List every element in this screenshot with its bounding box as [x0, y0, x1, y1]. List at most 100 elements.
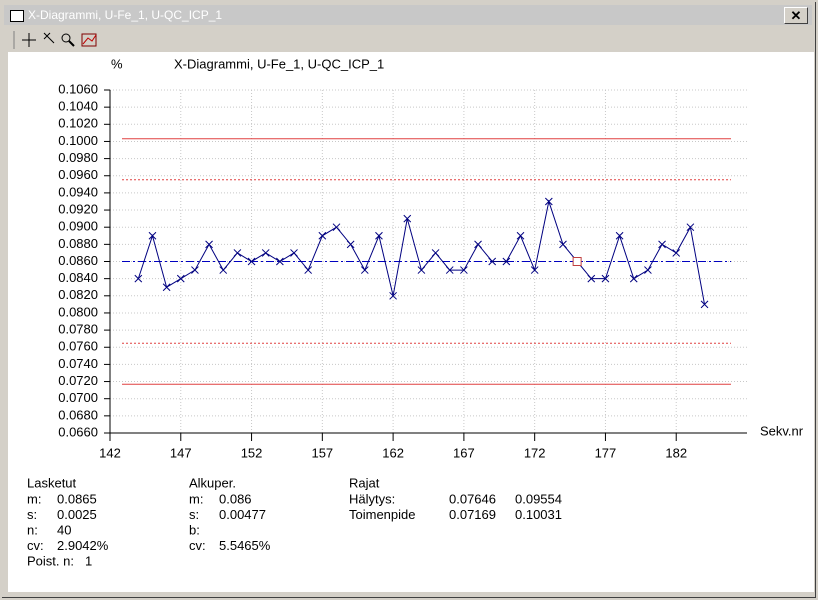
y-tick-label: 0.0660	[58, 424, 98, 439]
data-point	[516, 231, 525, 240]
x-tick-label: 162	[382, 445, 404, 460]
x-tick-label: 157	[311, 445, 333, 460]
y-tick-label: 0.0720	[58, 373, 98, 388]
data-point	[261, 249, 270, 257]
y-tick-label: 0.0820	[58, 287, 98, 302]
data-point	[559, 240, 567, 249]
data-point	[686, 223, 695, 232]
toolbar-icons	[13, 31, 97, 49]
stats-text: 0.10031	[515, 507, 562, 522]
data-point	[672, 249, 681, 257]
y-tick-label: 0.0860	[58, 253, 98, 268]
y-tick-label: 0.1000	[58, 133, 98, 148]
stats-text: 0.09554	[515, 491, 562, 506]
stats-text: Toimenpide	[349, 507, 416, 522]
data-point	[219, 266, 228, 274]
close-button[interactable]: ✕	[784, 7, 808, 24]
y-tick-label: 0.0700	[58, 390, 98, 405]
data-point	[488, 257, 497, 266]
data-point	[403, 214, 412, 223]
toolbar	[4, 28, 812, 52]
stats-heading: Rajat	[349, 475, 380, 490]
tool-chart[interactable]	[81, 33, 97, 47]
chart: % X-Diagrammi, U-Fe_1, U-QC_ICP_1 Sekv.n…	[27, 56, 804, 568]
stats-text: 0.0865	[57, 491, 97, 506]
stats-text: s:	[27, 507, 37, 522]
data-point	[346, 240, 355, 249]
stats-text: 5.5465%	[219, 538, 271, 553]
data-point	[191, 266, 199, 274]
y-tick-label: 0.0840	[58, 270, 98, 285]
data-point	[375, 231, 383, 240]
y-tick-label: 0.0920	[58, 201, 98, 216]
x-tick-label: 167	[453, 445, 475, 460]
stats-text: 0.00477	[219, 507, 266, 522]
x-tick-label: 152	[241, 445, 263, 460]
data-point	[601, 274, 610, 283]
stats-text: 0.086	[219, 491, 252, 506]
stats-text: Poist. n:	[27, 553, 74, 568]
y-tick-label: 0.0760	[58, 339, 98, 354]
data-point	[700, 300, 709, 309]
data-point	[417, 266, 426, 274]
stats-text: 1	[85, 553, 92, 568]
data-point	[445, 266, 454, 274]
y-tick-label: 0.0960	[58, 167, 98, 182]
y-tick-label: 0.1040	[58, 99, 98, 114]
excluded-point	[572, 257, 582, 266]
stats-text: 0.07646	[449, 491, 496, 506]
window-title: X-Diagrammi, U-Fe_1, U-QC_ICP_1	[28, 8, 223, 22]
data-point	[587, 274, 596, 283]
data-point	[629, 274, 638, 283]
data-point	[148, 231, 157, 240]
y-tick-label: 0.0940	[58, 184, 98, 199]
data-point	[615, 231, 624, 240]
stats-text: m:	[189, 491, 203, 506]
title-bar: X-Diagrammi, U-Fe_1, U-QC_ICP_1 ✕	[4, 5, 812, 25]
chart-area: % X-Diagrammi, U-Fe_1, U-QC_ICP_1 Sekv.n…	[8, 52, 814, 592]
y-tick-label: 0.1060	[58, 81, 98, 96]
x-tick-label: 147	[170, 445, 192, 460]
stats-text: 40	[57, 522, 71, 537]
stats-text: s:	[189, 507, 199, 522]
tool-zoom[interactable]	[61, 33, 75, 47]
stats-text: m:	[27, 491, 41, 506]
data-point	[276, 257, 284, 266]
stats-text: 2.9042%	[57, 538, 109, 553]
y-tick-label: 0.0880	[58, 236, 98, 251]
data-point	[162, 283, 171, 292]
data-point	[304, 266, 313, 274]
chart-title: X-Diagrammi, U-Fe_1, U-QC_ICP_1	[174, 56, 384, 71]
window-icon	[10, 10, 24, 22]
stats-text: 0.07169	[449, 507, 496, 522]
tool-crosshair[interactable]	[22, 33, 36, 47]
x-tick-label: 177	[595, 445, 617, 460]
y-tick-label: 0.0740	[58, 356, 98, 371]
x-tick-label: 142	[99, 445, 121, 460]
data-point	[332, 223, 341, 232]
y-tick-label: 0.0900	[58, 219, 98, 234]
stats-text: cv:	[27, 538, 44, 553]
data-point	[134, 274, 143, 283]
data-point	[247, 257, 256, 266]
tool-pick[interactable]	[43, 32, 55, 44]
data-point	[474, 240, 482, 249]
y-tick-label: 0.0980	[58, 150, 98, 165]
data-point	[290, 249, 298, 257]
stats-text: n:	[27, 522, 38, 537]
y-tick-label: 0.0780	[58, 322, 98, 337]
y-unit: %	[111, 56, 123, 71]
data-point	[544, 197, 553, 206]
data-point	[360, 266, 369, 274]
y-tick-label: 0.0680	[58, 407, 98, 422]
data-point	[644, 266, 652, 274]
data-point	[176, 274, 185, 283]
stats-text: Hälytys:	[349, 491, 395, 506]
data-line	[137, 199, 706, 305]
stats-text: b:	[189, 522, 200, 537]
data-point	[205, 240, 213, 249]
x-axis-label: Sekv.nr	[760, 423, 804, 438]
stats-heading: Lasketut	[27, 475, 77, 490]
stats-heading: Alkuper.	[189, 475, 236, 490]
